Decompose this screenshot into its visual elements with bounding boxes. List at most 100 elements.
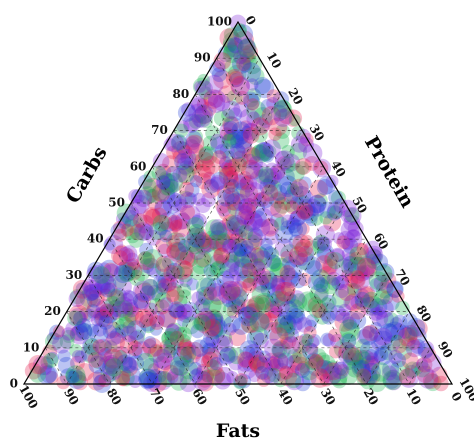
data-point (201, 155, 221, 175)
data-point (171, 141, 191, 160)
data-point (59, 368, 78, 386)
data-point (340, 322, 361, 342)
data-point (228, 71, 243, 85)
data-point (155, 163, 172, 180)
data-point (241, 317, 257, 333)
data-point (245, 147, 262, 164)
data-point (209, 133, 225, 149)
data-point (229, 72, 244, 88)
data-point (118, 357, 139, 377)
data-point (143, 177, 163, 198)
data-point (178, 190, 193, 205)
data-point (352, 256, 367, 271)
data-point (411, 362, 424, 375)
fats-axis-title: Fats (216, 420, 260, 442)
data-point (300, 234, 314, 248)
data-point (355, 297, 368, 311)
data-point (246, 297, 267, 318)
data-point (275, 315, 294, 334)
data-point (216, 219, 236, 239)
data-point (174, 232, 187, 246)
data-point (233, 375, 247, 389)
data-point (122, 305, 140, 323)
data-point (151, 287, 167, 303)
data-point (353, 357, 370, 375)
data-point (270, 290, 287, 307)
data-point (169, 360, 185, 376)
data-point (244, 182, 265, 202)
data-point (160, 274, 178, 291)
data-point (262, 139, 281, 158)
data-point (291, 335, 311, 354)
data-point (225, 293, 246, 313)
data-point (156, 278, 170, 292)
data-point (109, 327, 126, 344)
data-point (149, 343, 163, 357)
data-point (278, 367, 297, 387)
data-point (300, 205, 319, 224)
data-point (158, 216, 173, 230)
data-point (276, 321, 296, 341)
data-point (177, 103, 197, 122)
data-point (68, 304, 89, 325)
data-point (76, 363, 95, 382)
data-point (139, 285, 156, 302)
data-point (166, 323, 180, 337)
data-point (284, 299, 305, 319)
data-point (204, 230, 219, 245)
data-point (356, 368, 372, 384)
data-point (296, 251, 315, 271)
data-point (356, 329, 373, 345)
data-point (239, 240, 254, 254)
data-point (109, 300, 122, 313)
data-point (359, 259, 378, 278)
data-point (404, 364, 419, 379)
data-point (236, 270, 255, 289)
data-point (188, 114, 204, 129)
data-point (195, 297, 211, 313)
data-point (344, 229, 363, 248)
data-point (264, 254, 282, 273)
data-point (133, 292, 151, 311)
data-point (181, 354, 195, 368)
grid-line (109, 239, 196, 385)
data-point (113, 277, 132, 297)
data-point (184, 182, 200, 198)
data-point (322, 333, 336, 347)
data-point (231, 238, 248, 255)
data-point (142, 207, 161, 225)
data-point (279, 314, 296, 331)
data-point (235, 131, 249, 145)
data-point (288, 308, 304, 324)
data-point (220, 280, 241, 301)
data-point (76, 318, 92, 333)
data-point (180, 151, 194, 165)
data-point (329, 305, 346, 322)
data-point (308, 194, 327, 213)
data-point (297, 272, 312, 287)
data-point (206, 283, 226, 302)
data-point (106, 330, 122, 346)
data-point (181, 205, 201, 225)
data-point (233, 139, 253, 159)
data-point (139, 258, 155, 274)
data-point (338, 283, 356, 301)
data-point (382, 293, 400, 311)
data-point (358, 326, 378, 346)
data-point (363, 370, 379, 385)
data-point (231, 121, 251, 141)
data-point (142, 337, 163, 358)
data-point (93, 308, 106, 321)
data-point (254, 268, 272, 286)
data-point (251, 261, 266, 276)
data-point (177, 148, 197, 168)
data-point (313, 277, 329, 293)
data-point (103, 263, 121, 282)
data-point (251, 126, 268, 143)
data-point (166, 232, 186, 252)
data-point (206, 366, 225, 385)
data-point (359, 294, 375, 310)
data-point (331, 289, 351, 309)
data-point (270, 104, 288, 122)
data-point (106, 299, 125, 317)
